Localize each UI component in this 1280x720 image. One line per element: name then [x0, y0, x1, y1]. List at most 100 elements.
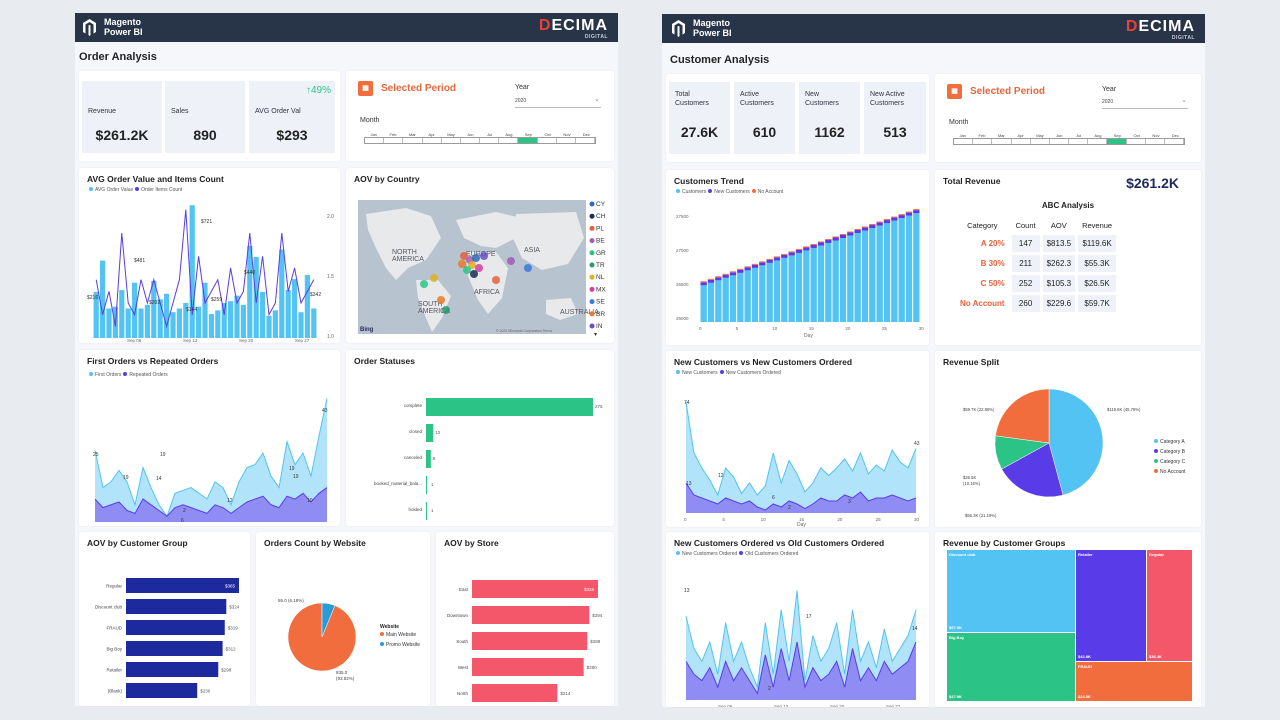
value-label: 1	[431, 482, 434, 487]
legend-label: No Account	[1160, 469, 1186, 475]
region-label: AFRICA	[474, 289, 500, 296]
bar-new-customers	[751, 264, 759, 268]
y-tick: 2.0	[327, 214, 334, 220]
treemap-tile[interactable]: FRAUD $24.5K	[1076, 662, 1192, 701]
bar-new-customers	[700, 282, 707, 286]
month-cell[interactable]	[518, 138, 538, 143]
year-select[interactable]: 2020	[515, 95, 601, 108]
world-map[interactable]: NORTHAMERICAEUROPEASIAAFRICASOUTHAMERICA…	[346, 168, 614, 343]
category-label: Retailer	[106, 668, 122, 673]
table-row: No Account 260 $229.6 $59.7K	[956, 295, 1117, 312]
tile-value: $42.8K	[1078, 654, 1091, 659]
month-cell[interactable]	[576, 138, 596, 143]
bar	[861, 230, 869, 322]
month-cell[interactable]	[973, 139, 993, 144]
cell: 260	[1011, 295, 1040, 312]
month-cell[interactable]	[403, 138, 423, 143]
new-vs-ordered-chart: 0 5 10 15 20 25 30 74 13 12 6 2 3 43 Day	[684, 400, 920, 527]
bar	[138, 308, 144, 338]
treemap-tile[interactable]: Discount club $57.9K	[947, 550, 1075, 632]
month-cell[interactable]	[538, 138, 557, 143]
bar-no-account	[817, 241, 825, 243]
month-tick: Sep	[524, 132, 532, 137]
month-cell[interactable]	[384, 138, 404, 143]
x-tick: 10	[772, 326, 778, 331]
kpi-card: Revenue $261.2K Sales 890 ↑49% AVG Order…	[79, 71, 340, 161]
month-cell[interactable]	[954, 139, 974, 144]
value-label: $280	[587, 665, 598, 670]
legend-label: Promo Website	[386, 642, 420, 648]
month-cell[interactable]	[1069, 139, 1089, 144]
bar-new-customers	[883, 220, 891, 224]
month-cell[interactable]	[423, 138, 442, 143]
data-label: $216	[87, 295, 98, 301]
bar	[472, 606, 590, 624]
bar	[426, 398, 593, 416]
chart-legend: First Orders Repeated Orders	[87, 372, 168, 378]
bar	[215, 310, 221, 338]
bar-no-account	[803, 246, 810, 248]
data-label: 25	[93, 452, 99, 458]
chart-title: First Orders vs Repeated Orders	[87, 356, 219, 366]
country-bubble	[480, 252, 488, 260]
cell: No Account	[960, 299, 1005, 308]
series-line	[685, 590, 917, 690]
treemap[interactable]: Discount club $57.9K Big Boy $47.9K Retailer…	[947, 550, 1192, 701]
month-cell[interactable]	[1127, 139, 1146, 144]
month-cell[interactable]	[461, 138, 481, 143]
tile-label: FRAUD	[1078, 664, 1092, 669]
month-tick: Feb	[978, 133, 986, 138]
treemap-tile[interactable]: Regular $36.4K	[1147, 550, 1192, 661]
month-slider[interactable]	[953, 138, 1185, 145]
legend-label: Category C	[1160, 459, 1186, 465]
bar-new-customers	[795, 249, 803, 253]
month-cell[interactable]	[1107, 139, 1127, 144]
month-cell[interactable]	[1012, 139, 1031, 144]
bar-no-account	[707, 278, 715, 280]
month-cell[interactable]	[1165, 139, 1185, 144]
month-cell[interactable]	[1088, 139, 1108, 144]
bar	[106, 308, 112, 338]
data-label: 2	[183, 508, 186, 514]
month-cell[interactable]	[557, 138, 576, 143]
cell: 147	[1011, 235, 1040, 252]
bar-new-customers	[722, 274, 729, 278]
month-cell[interactable]	[1050, 139, 1070, 144]
month-cell[interactable]	[1031, 139, 1050, 144]
data-label: 10	[307, 498, 313, 504]
region-label: AUSTRALIA	[560, 309, 599, 316]
page-title: Order Analysis	[79, 51, 157, 63]
month-cell[interactable]	[442, 138, 461, 143]
month-cell[interactable]	[365, 138, 385, 143]
bar	[715, 280, 722, 322]
data-label: 19	[289, 466, 295, 472]
value-label: 8	[433, 456, 436, 461]
series-line	[95, 209, 315, 329]
x-tick: Sep 13	[774, 704, 789, 707]
bar-no-account	[905, 211, 913, 213]
country-bubble	[437, 296, 445, 304]
year-select[interactable]: 2020	[1102, 96, 1188, 109]
kpi-value: $293	[276, 127, 308, 143]
treemap-tile[interactable]: Big Boy $47.9K	[947, 633, 1075, 701]
bar	[208, 314, 214, 338]
chart-title: Revenue by Customer Groups	[943, 538, 1066, 548]
brand-line2: Power BI	[693, 28, 732, 38]
value-label: $312	[226, 647, 237, 652]
abc-header: Category Count AOV Revenue	[956, 219, 1116, 232]
kpi-value: 610	[752, 124, 777, 140]
legend-marker	[589, 225, 595, 231]
month-slider[interactable]	[364, 137, 596, 144]
bar	[272, 310, 278, 338]
legend-label: IN	[596, 323, 603, 330]
treemap-tile[interactable]: Retailer $42.8K	[1076, 550, 1146, 661]
month-cell[interactable]	[480, 138, 500, 143]
bar-no-account	[898, 214, 905, 216]
month-tick: Oct	[1133, 133, 1140, 138]
legend-item: Order Items Count	[141, 187, 183, 193]
month-cell[interactable]	[499, 138, 519, 143]
month-cell[interactable]	[1146, 139, 1165, 144]
data-label: $481	[134, 258, 145, 264]
legend-item: Old Customers Ordered	[745, 551, 799, 557]
month-cell[interactable]	[992, 139, 1012, 144]
